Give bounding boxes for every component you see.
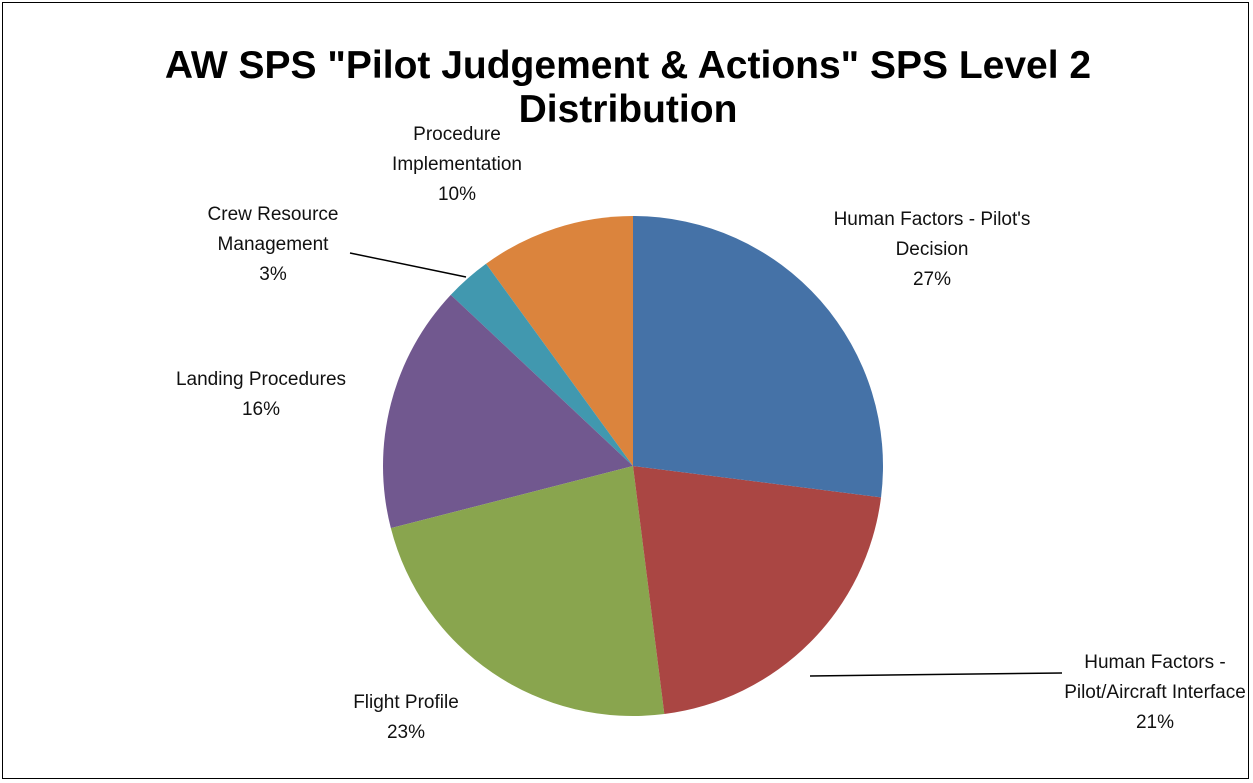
leader-line xyxy=(349,252,467,278)
category-label: Human Factors - Pilot/Aircraft Interface xyxy=(1064,652,1246,703)
category-label: Human Factors - Pilot's Decision xyxy=(833,209,1031,260)
data-label: Human Factors - Pilot's Decision 27% xyxy=(832,205,1032,295)
category-label: Procedure Implementation xyxy=(392,124,522,175)
pie-slice xyxy=(633,466,882,715)
value-label: 21% xyxy=(1135,712,1175,733)
data-label: Landing Procedures 16% xyxy=(141,365,381,425)
data-label: Procedure Implementation 10% xyxy=(357,120,557,210)
data-label: Crew Resource Management 3% xyxy=(173,200,373,290)
pie-slice xyxy=(633,216,883,498)
value-label: 16% xyxy=(241,399,281,420)
category-label: Flight Profile xyxy=(353,692,459,713)
pie-slice xyxy=(383,294,633,529)
data-label: Human Factors - Pilot/Aircraft Interface… xyxy=(1055,648,1253,738)
value-label: 10% xyxy=(437,184,477,205)
pie-slice xyxy=(390,466,665,716)
chart-title: AW SPS "Pilot Judgement & Actions" SPS L… xyxy=(164,44,1092,131)
leader-line xyxy=(809,672,1063,677)
pie-slice xyxy=(486,216,633,466)
data-label: Flight Profile 23% xyxy=(306,688,506,748)
pie-slice xyxy=(450,263,633,466)
value-label: 23% xyxy=(386,722,426,743)
category-label: Landing Procedures xyxy=(175,369,347,390)
value-label: 3% xyxy=(259,264,287,285)
value-label: 27% xyxy=(912,269,952,290)
category-label: Crew Resource Management xyxy=(207,204,339,255)
